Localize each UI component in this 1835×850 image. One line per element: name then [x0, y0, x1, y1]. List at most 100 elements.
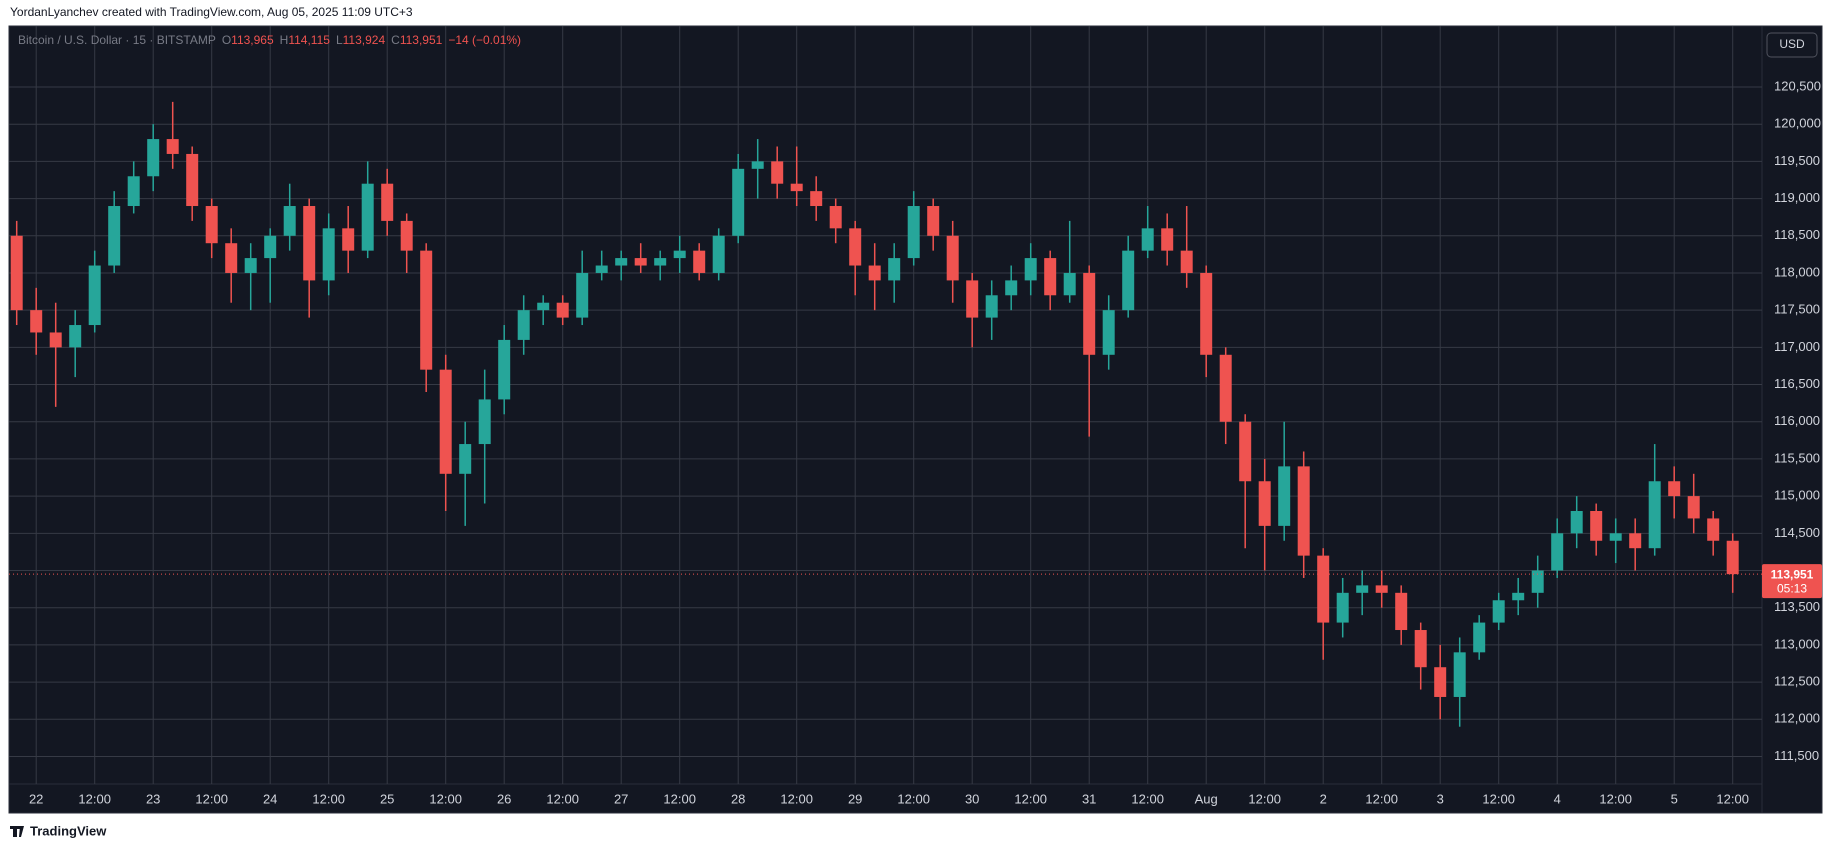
candle-body — [361, 183, 374, 251]
candle-body — [1024, 258, 1037, 281]
candle-body — [1551, 533, 1564, 571]
chart-background — [8, 25, 1823, 814]
candle-body — [1590, 511, 1603, 541]
candle-body — [1707, 518, 1720, 541]
candle-body — [595, 265, 608, 273]
candle-body — [264, 235, 277, 259]
candle-body — [420, 250, 433, 370]
x-tick-label: 27 — [614, 791, 628, 806]
x-tick-label: 29 — [848, 791, 862, 806]
candle-body — [322, 228, 335, 281]
x-tick-label: 12:00 — [1131, 791, 1164, 806]
y-tick-label: 120,000 — [1774, 116, 1821, 131]
candle-body — [1141, 228, 1154, 251]
legend-key: L — [336, 33, 343, 47]
candle-body — [205, 206, 218, 244]
x-tick-label: 12:00 — [1482, 791, 1515, 806]
candle-body — [1161, 228, 1174, 251]
candle-body — [1200, 272, 1213, 355]
candle-body — [1473, 622, 1486, 653]
y-tick-label: 117,000 — [1774, 339, 1820, 354]
y-tick-label: 118,500 — [1774, 227, 1820, 242]
candle-body — [576, 272, 589, 318]
candle-body — [283, 206, 296, 236]
candle-body — [166, 139, 179, 154]
currency-label: USD — [1779, 37, 1805, 51]
candle-body — [49, 332, 62, 348]
y-tick-label: 119,000 — [1774, 190, 1820, 205]
candle-body — [907, 206, 920, 259]
candle-body — [69, 325, 82, 348]
candle-body — [108, 206, 121, 266]
x-tick-label: 2 — [1320, 791, 1327, 806]
candle-body — [810, 191, 823, 207]
candle-body — [1239, 421, 1252, 482]
x-tick-label: 12:00 — [1014, 791, 1047, 806]
candle-body — [1668, 481, 1681, 497]
currency-box[interactable] — [1766, 32, 1818, 58]
x-tick-label: 30 — [965, 791, 979, 806]
y-tick-label: 120,500 — [1774, 78, 1821, 93]
x-tick-label: 31 — [1082, 791, 1096, 806]
legend-key: H — [280, 33, 289, 47]
candle-body — [712, 235, 725, 273]
legend-value: 114,115 — [288, 33, 330, 47]
legend: Bitcoin / U.S. Dollar · 15 · BITSTAMP O11… — [18, 33, 521, 47]
legend-key: C — [391, 33, 400, 47]
y-tick-label: 112,500 — [1774, 674, 1820, 689]
candle-body — [1492, 600, 1505, 623]
candle-body — [1219, 354, 1232, 422]
candle-body — [966, 280, 979, 318]
candle-body — [1453, 652, 1466, 697]
legend-key: O — [222, 33, 231, 47]
x-tick-label: 12:00 — [312, 791, 345, 806]
candle-body — [1375, 585, 1388, 593]
candle-body — [615, 258, 628, 266]
candle-body — [244, 258, 257, 273]
candle-body — [1434, 667, 1447, 697]
candle-body — [1336, 592, 1349, 623]
footer-logo — [10, 826, 24, 837]
x-tick-label: 28 — [731, 791, 745, 806]
x-tick-label: 12:00 — [780, 791, 813, 806]
y-tick-label: 116,000 — [1774, 413, 1820, 428]
candle-body — [634, 258, 647, 266]
candle-body — [556, 302, 569, 318]
x-tick-label: 12:00 — [429, 791, 462, 806]
x-tick-label: 24 — [263, 791, 277, 806]
candle-body — [849, 228, 862, 266]
x-tick-label: Aug — [1195, 791, 1218, 806]
candle-body — [1609, 533, 1622, 541]
candle-body — [127, 176, 140, 207]
candle-body — [946, 235, 959, 281]
candle-body — [1258, 481, 1271, 526]
x-tick-label: 3 — [1437, 791, 1444, 806]
y-tick-label: 115,000 — [1774, 488, 1820, 503]
y-tick-label: 119,500 — [1774, 153, 1820, 168]
candle-body — [1278, 466, 1291, 526]
candle-body — [1687, 496, 1700, 519]
x-tick-label: 12:00 — [546, 791, 579, 806]
candle-body — [1395, 592, 1408, 631]
x-tick-label: 22 — [29, 791, 43, 806]
y-tick-label: 112,000 — [1774, 711, 1820, 726]
x-tick-label: 5 — [1671, 791, 1678, 806]
candle-body — [1044, 258, 1057, 296]
candle-body — [790, 183, 803, 192]
legend-value: 113,951 — [400, 33, 443, 47]
last-price-tag — [1762, 564, 1822, 599]
last-price-label: 113,951 — [1771, 567, 1814, 581]
x-tick-label: 12:00 — [663, 791, 696, 806]
candle-body — [829, 206, 842, 229]
x-tick-label: 12:00 — [195, 791, 228, 806]
candle-body — [1629, 533, 1642, 549]
candle-body — [1063, 272, 1076, 296]
candle-body — [400, 220, 413, 251]
y-tick-label: 111,500 — [1774, 748, 1819, 763]
candle-body — [673, 250, 686, 259]
candle-body — [439, 369, 452, 474]
x-tick-label: 4 — [1554, 791, 1561, 806]
candle-body — [1180, 250, 1193, 273]
candle-body — [459, 444, 472, 474]
candle-body — [1356, 585, 1369, 593]
